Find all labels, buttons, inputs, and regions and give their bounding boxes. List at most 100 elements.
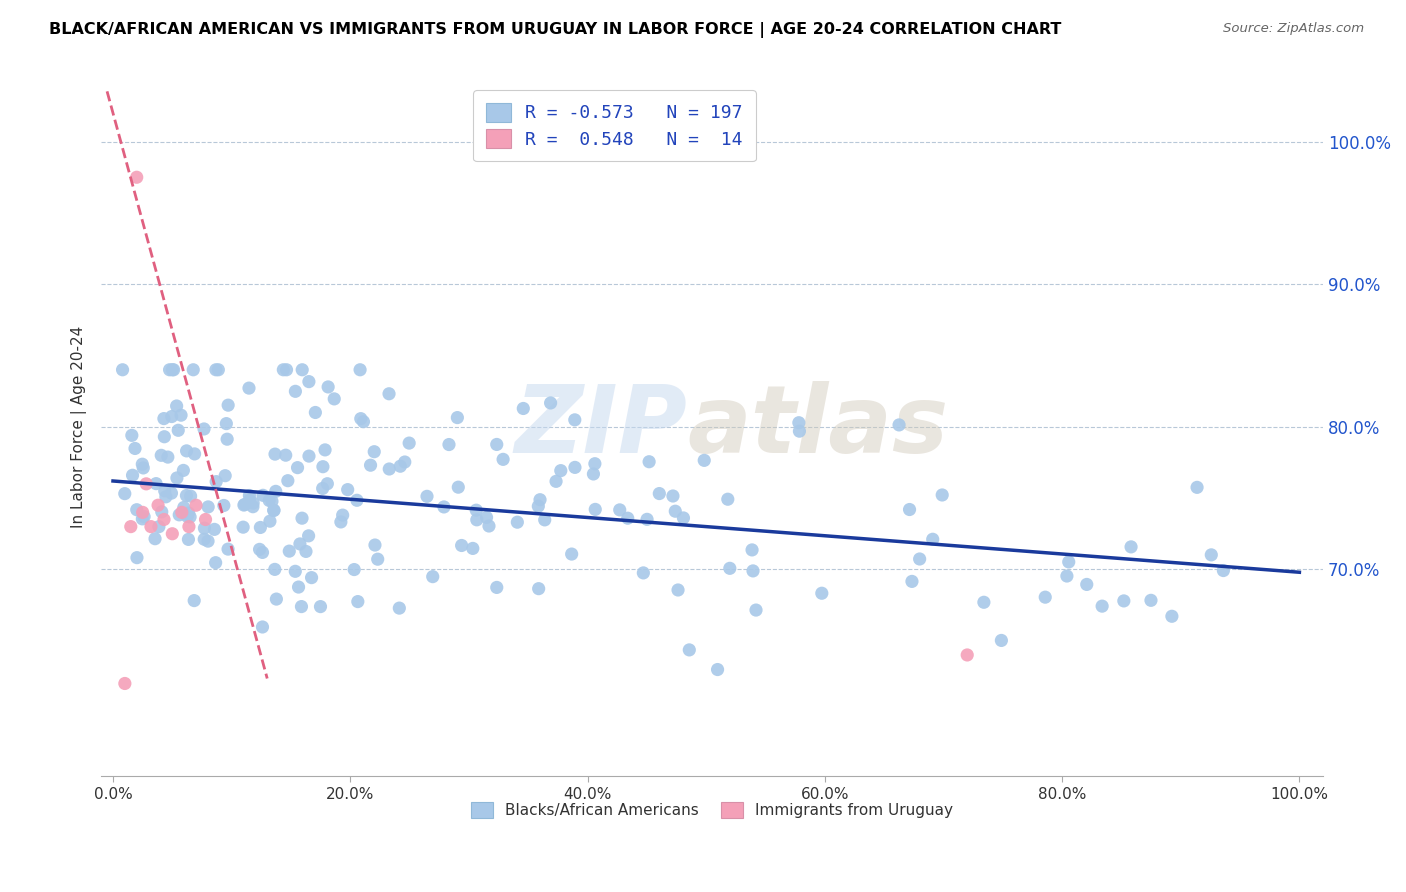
Point [664,504,686,518]
Point [150,505,173,519]
Point [465,503,488,517]
Point [718,561,741,575]
Point [205,363,228,377]
Point [921,533,943,547]
Point [465,513,488,527]
Point [238,488,260,502]
Point [1056,569,1078,583]
Point [177,533,200,547]
Point [148,519,170,533]
Point [143,532,166,546]
Point [212,499,235,513]
Point [162,363,184,377]
Point [346,493,368,508]
Point [742,564,765,578]
Point [388,601,411,615]
Point [544,475,567,489]
Point [973,595,995,609]
Point [512,401,534,416]
Point [205,475,228,489]
Point [312,459,335,474]
Point [367,552,389,566]
Point [274,448,297,462]
Point [672,511,695,525]
Point [197,500,219,514]
Point [745,603,768,617]
Point [266,592,288,607]
Point [287,460,309,475]
Point [160,409,183,424]
Point [561,547,583,561]
Point [540,396,562,410]
Point [131,505,153,519]
Point [162,363,184,377]
Point [238,381,260,395]
Point [125,550,148,565]
Point [332,508,354,523]
Text: BLACK/AFRICAN AMERICAN VS IMMIGRANTS FROM URUGUAY IN LABOR FORCE | AGE 20-24 COR: BLACK/AFRICAN AMERICAN VS IMMIGRANTS FRO… [49,22,1062,38]
Point [297,529,319,543]
Point [193,521,215,535]
Point [263,503,285,517]
Point [633,566,655,580]
Point [447,480,470,494]
Point [214,468,236,483]
Point [492,452,515,467]
Point [1160,609,1182,624]
Text: atlas: atlas [688,381,949,473]
Point [170,408,193,422]
Point [193,533,215,547]
Point [336,483,359,497]
Point [433,500,456,514]
Point [204,556,226,570]
Point [378,386,401,401]
Point [347,594,370,608]
Point [160,486,183,500]
Point [176,443,198,458]
Point [264,484,287,499]
Point [485,581,508,595]
Point [159,363,181,377]
Point [111,363,134,377]
Point [135,476,157,491]
Point [717,492,740,507]
Point [349,363,371,377]
Point [156,450,179,464]
Point [741,542,763,557]
Point [1076,577,1098,591]
Point [304,405,326,419]
Point [678,643,700,657]
Point [145,476,167,491]
Point [172,463,194,477]
Point [1112,594,1135,608]
Point [132,461,155,475]
Point [193,422,215,436]
Point [662,489,685,503]
Point [583,502,606,516]
Point [363,444,385,458]
Point [276,363,298,377]
Point [908,552,931,566]
Point [131,512,153,526]
Point [150,448,173,462]
Point [132,509,155,524]
Point [273,363,295,377]
Point [887,417,910,432]
Point [233,498,256,512]
Point [177,506,200,520]
Point [389,459,412,474]
Point [1119,540,1142,554]
Point [284,564,307,578]
Point [666,582,689,597]
Point [1091,599,1114,614]
Point [789,424,811,438]
Point [353,415,375,429]
Point [527,500,550,514]
Point [179,510,201,524]
Point [176,509,198,524]
Point [638,455,661,469]
Point [416,489,439,503]
Point [167,423,190,437]
Point [291,363,314,377]
Point [309,599,332,614]
